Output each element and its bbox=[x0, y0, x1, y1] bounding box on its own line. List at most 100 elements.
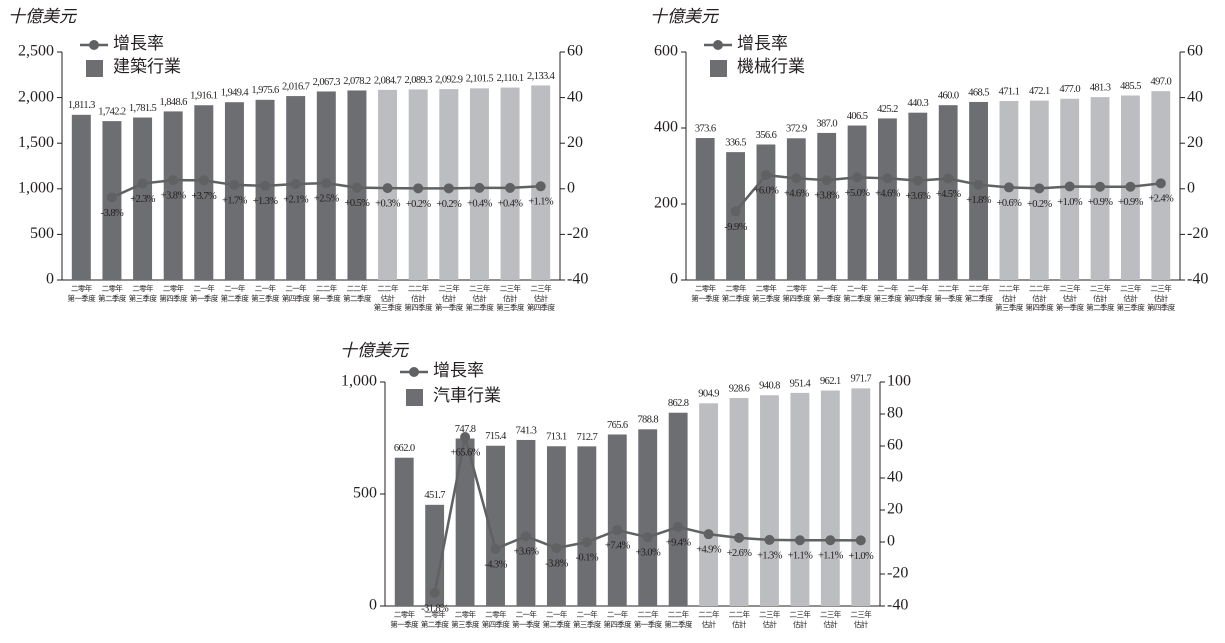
bar-value-label: 788.8 bbox=[637, 415, 658, 426]
bar bbox=[546, 446, 566, 606]
legend-label: 增長率 bbox=[113, 34, 164, 53]
growth-value-label: +1.1% bbox=[528, 197, 554, 208]
x-tick-label: 二零年 第二季度 bbox=[420, 610, 449, 629]
growth-point bbox=[429, 587, 440, 598]
growth-point bbox=[882, 173, 893, 184]
x-tick-label: 二三年 估計 bbox=[819, 610, 841, 629]
bar-value-label: 928.6 bbox=[729, 383, 750, 394]
bar bbox=[71, 114, 91, 280]
growth-value-label: +5.0% bbox=[845, 188, 871, 199]
y2-tick-label: 60 bbox=[567, 43, 583, 60]
growth-value-label: +0.4% bbox=[498, 198, 524, 209]
x-tick-label: 二二年 估計 第四季度 bbox=[1025, 284, 1054, 312]
growth-point bbox=[535, 181, 546, 192]
growth-point bbox=[413, 183, 424, 194]
x-tick-label: 二一年 第三季度 bbox=[251, 284, 279, 303]
x-tick-label: 二零年 第一季度 bbox=[390, 610, 419, 629]
growth-value-label: +0.2% bbox=[1027, 199, 1053, 210]
growth-value-label: +1.3% bbox=[757, 550, 783, 561]
bar-value-label: 485.5 bbox=[1120, 81, 1141, 92]
bar bbox=[455, 438, 475, 606]
bar-value-label: 477.0 bbox=[1059, 84, 1080, 95]
growth-value-label: +0.2% bbox=[406, 199, 432, 210]
x-tick-label: 二三年 估計 第二季度 bbox=[1086, 284, 1114, 312]
growth-value-label: +0.2% bbox=[436, 199, 462, 210]
growth-value-label: -3.8% bbox=[545, 558, 568, 569]
growth-point bbox=[734, 532, 745, 543]
bar bbox=[695, 138, 715, 280]
x-tick-label: 二零年 第二季度 bbox=[721, 284, 750, 303]
legend-label: 機械行業 bbox=[737, 57, 805, 76]
bar-value-label: 712.7 bbox=[577, 432, 598, 443]
bar-value-label: 765.6 bbox=[607, 420, 628, 431]
bar-value-label: 1,975.6 bbox=[251, 85, 279, 96]
x-tick-label: 二二年 估計 第四季度 bbox=[404, 284, 432, 312]
bar-value-label: 460.0 bbox=[938, 91, 959, 102]
y2-tick-label: 40 bbox=[567, 88, 583, 105]
y2-tick-label: -40 bbox=[887, 597, 908, 614]
growth-point bbox=[321, 178, 332, 189]
growth-point bbox=[642, 532, 653, 543]
x-tick-label: 二零年 第一季度 bbox=[67, 284, 96, 303]
growth-point bbox=[943, 173, 954, 184]
growth-value-label: +3.6% bbox=[514, 547, 540, 558]
growth-point bbox=[137, 178, 148, 189]
x-tick-label: 二零年 第四季度 bbox=[481, 610, 510, 629]
bar bbox=[668, 412, 688, 606]
bar-value-label: 356.6 bbox=[756, 130, 777, 141]
bar-value-label: 2,110.1 bbox=[497, 73, 524, 84]
growth-value-label: +4.6% bbox=[784, 189, 810, 200]
growth-point bbox=[912, 175, 923, 186]
bar-value-label: 2,067.3 bbox=[313, 77, 341, 88]
y-tick-label: 500 bbox=[353, 485, 377, 502]
growth-value-label: +1.0% bbox=[848, 551, 874, 562]
growth-point bbox=[168, 175, 179, 186]
x-tick-label: 二零年 第二季度 bbox=[98, 284, 126, 303]
bar bbox=[224, 102, 244, 280]
growth-point bbox=[1155, 178, 1166, 189]
growth-point bbox=[852, 172, 863, 183]
growth-value-label: +1.7% bbox=[222, 195, 248, 206]
bar-value-label: 2,016.7 bbox=[282, 81, 310, 92]
x-tick-label: 二二年 第一季度 bbox=[934, 284, 962, 303]
growth-value-label: +0.4% bbox=[467, 198, 493, 209]
bar bbox=[163, 111, 183, 280]
growth-point bbox=[821, 175, 832, 186]
x-tick-label: 二一年 第一季度 bbox=[812, 284, 841, 303]
growth-point bbox=[791, 173, 802, 184]
bar bbox=[756, 144, 776, 280]
x-tick-label: 二零年 第四季度 bbox=[159, 284, 187, 303]
growth-point bbox=[1064, 181, 1075, 192]
growth-point bbox=[1125, 181, 1136, 192]
x-tick-label: 二三年 估計 第一季度 bbox=[435, 284, 463, 312]
y-tick-label: 1,000 bbox=[18, 179, 54, 196]
bar-value-label: 387.0 bbox=[816, 118, 837, 129]
y-tick-label: 400 bbox=[654, 119, 678, 136]
x-tick-label: 二三年 估計 第三季度 bbox=[496, 284, 524, 312]
y-tick-label: 1,000 bbox=[341, 373, 377, 390]
x-tick-label: 二三年 估計 第三季度 bbox=[1116, 284, 1145, 312]
unit-label: 十億美元 bbox=[8, 7, 78, 26]
y2-tick-label: 60 bbox=[1187, 43, 1203, 60]
growth-value-label: +1.1% bbox=[788, 551, 814, 562]
legend-label: 增長率 bbox=[433, 361, 484, 380]
growth-value-label: +6.0% bbox=[754, 186, 780, 197]
growth-point bbox=[1003, 182, 1014, 193]
bar bbox=[938, 105, 958, 280]
bar-value-label: 2,078.2 bbox=[343, 76, 371, 87]
bar bbox=[790, 392, 810, 606]
growth-point bbox=[290, 179, 301, 190]
growth-point bbox=[730, 206, 741, 217]
growth-value-label: +1.3% bbox=[253, 196, 279, 207]
x-tick-label: 二二年 估計 第三季度 bbox=[995, 284, 1023, 312]
bar-value-label: 425.2 bbox=[877, 104, 898, 115]
y2-tick-label: -20 bbox=[567, 225, 588, 242]
bar-value-label: 472.1 bbox=[1029, 86, 1050, 97]
unit-label: 十億美元 bbox=[340, 341, 410, 360]
bar bbox=[817, 132, 837, 280]
bar bbox=[851, 388, 871, 606]
growth-value-label: +3.8% bbox=[161, 191, 187, 202]
y2-tick-label: 0 bbox=[887, 533, 895, 550]
y-tick-label: 0 bbox=[670, 271, 678, 288]
